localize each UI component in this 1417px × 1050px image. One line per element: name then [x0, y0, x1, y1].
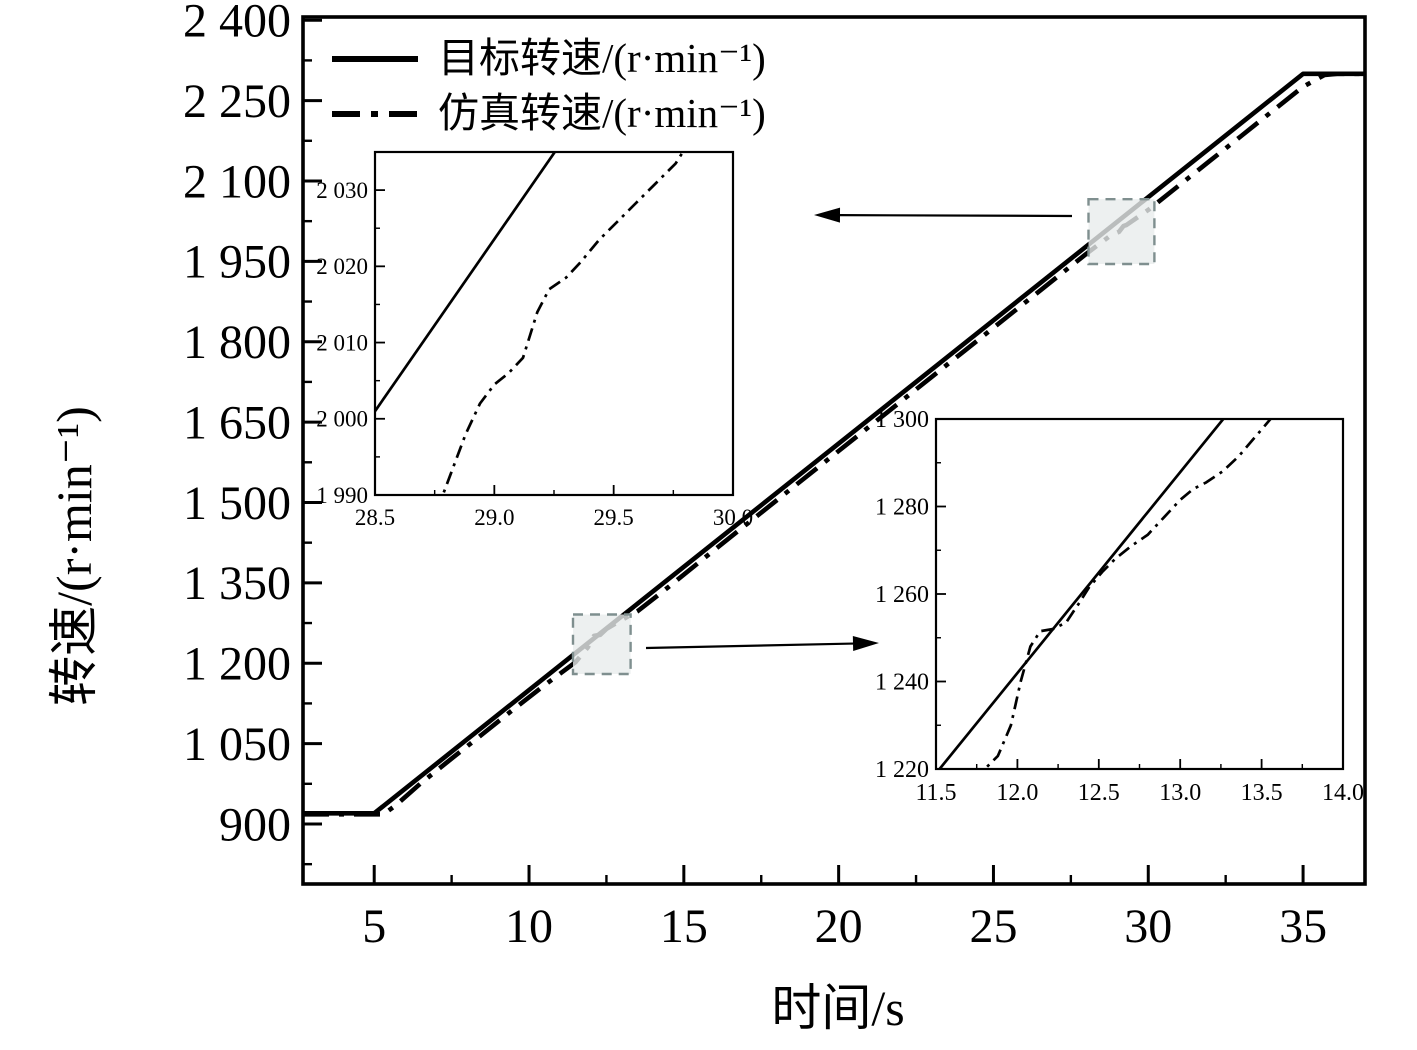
y-tick-label: 1 950: [183, 236, 291, 289]
y-tick-label: 900: [219, 798, 291, 851]
y-tick-label: 2 100: [183, 155, 291, 208]
zoom-arrow-line: [839, 214, 1073, 218]
x-tick-label: 29.5: [594, 505, 634, 530]
y-tick-label: 1 800: [183, 316, 291, 369]
x-tick-label: 15: [660, 900, 708, 953]
y-axis-title: 转速/(r·min⁻¹): [46, 406, 102, 706]
x-tick-label: 12.5: [1078, 780, 1120, 806]
inset-lower-plot: 11.5 12.0 12.5 13.0 13.5 14.0 1 220 1 240 1 260 1…: [875, 407, 1364, 806]
x-tick-label: 11.5: [915, 780, 956, 806]
x-axis-title: 时间/s: [771, 980, 905, 1036]
y-tick-label: 2 400: [183, 0, 291, 48]
y-tick-label: 1 050: [183, 718, 291, 771]
y-tick-label: 1 240: [875, 670, 929, 696]
legend-label-target: 目标转速/(r·min⁻¹): [438, 35, 766, 81]
x-tick-label: 10: [505, 900, 553, 953]
x-tick-label: 28.5: [355, 505, 395, 530]
y-tick-label: 1 500: [183, 477, 291, 530]
x-tick-label: 30: [1124, 900, 1172, 953]
plot-frame: [301, 15, 1367, 886]
y-tick-label: 2 010: [316, 330, 368, 355]
target-series-line: [938, 420, 1225, 768]
x-tick-label: 30.0: [713, 505, 753, 530]
x-tick-label: 12.0: [996, 780, 1038, 806]
legend-item-simulation: 仿真转速/(r·min⁻¹): [330, 89, 766, 137]
main-plot: 5 10 15 20 25 30 35 900 1 050 1 200 1 350 1 500 1 65…: [183, 0, 1367, 953]
zoom-arrows: [645, 207, 1073, 652]
y-tick-label: 1 260: [875, 582, 929, 608]
inset-background: [936, 419, 1343, 769]
legend-label-simulation: 仿真转速/(r·min⁻¹): [438, 89, 766, 136]
y-tick-label: 1 220: [875, 757, 929, 783]
x-tick-label: 35: [1279, 900, 1327, 953]
x-tick-label: 5: [362, 900, 386, 953]
y-tick-label: 1 280: [875, 495, 929, 521]
inset-background: [375, 152, 733, 495]
x-tick-label: 20: [815, 900, 863, 953]
y-tick-label: 1 200: [183, 638, 291, 691]
inset-upper-plot: 28.5 29.0 29.5 30.0 1 990 2 000 2 010 2 020 2 03…: [316, 150, 753, 530]
y-tick-label: 1 350: [183, 557, 291, 610]
legend-item-target: 目标转速/(r·min⁻¹): [330, 35, 766, 82]
x-tick-label: 25: [969, 900, 1017, 953]
x-tick-label: 13.0: [1159, 780, 1201, 806]
solid-line-swatch: [332, 55, 418, 62]
y-tick-label: 1 990: [316, 483, 368, 508]
y-tick-label: 1 650: [183, 396, 291, 449]
zoom-arrow-line: [645, 642, 854, 650]
dash-dot-line-swatch: [332, 110, 418, 117]
target-series-line: [376, 153, 556, 412]
y-tick-label: 2 000: [316, 407, 368, 432]
simulation-series-line: [441, 153, 684, 494]
zoom-region-box: [1087, 197, 1156, 266]
x-tick-label: 29.0: [474, 505, 514, 530]
y-tick-label: 2 030: [316, 178, 368, 203]
y-tick-label: 1 300: [875, 407, 929, 433]
zoom-region-box: [571, 613, 632, 676]
x-tick-label: 14.0: [1322, 780, 1364, 806]
y-tick-label: 2 250: [183, 75, 291, 128]
zoom-arrow-head: [852, 636, 879, 652]
simulation-series-line: [983, 420, 1272, 768]
y-tick-label: 2 020: [316, 254, 368, 279]
x-tick-label: 13.5: [1241, 780, 1283, 806]
zoom-arrow-head: [814, 207, 841, 223]
legend: 目标转速/(r·min⁻¹) 仿真转速/(r·min⁻¹): [330, 35, 766, 137]
simulation-series-line: [304, 71, 1364, 817]
